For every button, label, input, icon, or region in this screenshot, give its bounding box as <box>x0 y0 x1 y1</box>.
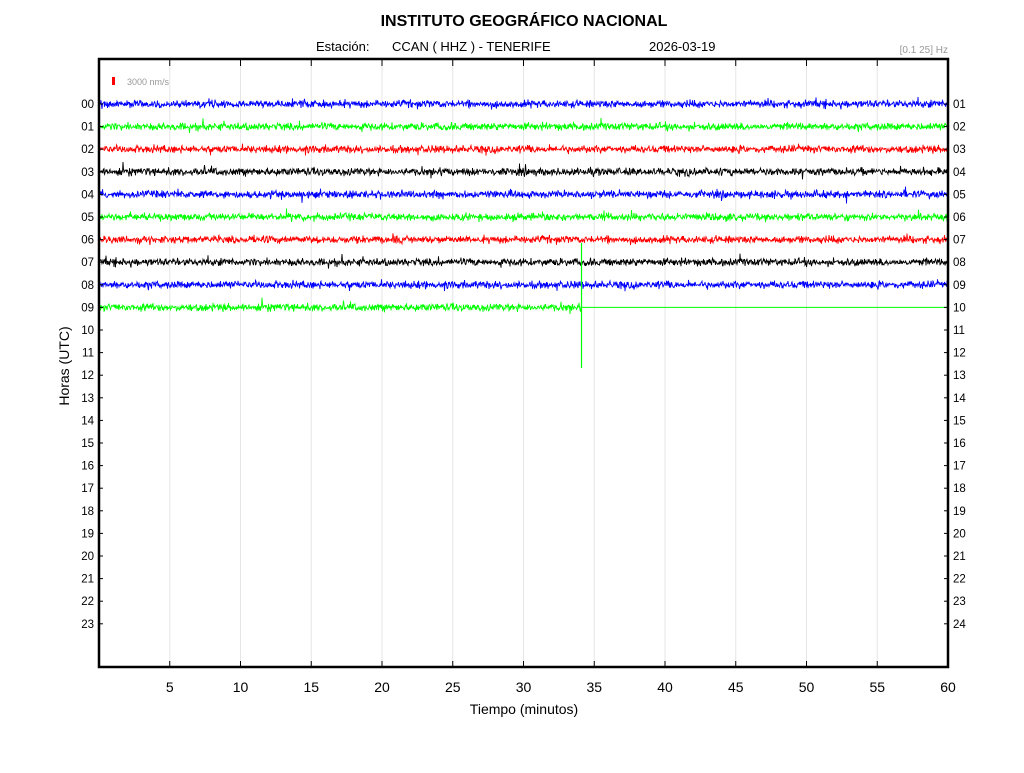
scale-bar <box>112 77 115 85</box>
y-tick-label-left: 04 <box>81 189 94 201</box>
y-tick-label-left: 01 <box>81 122 94 134</box>
y-tick-label-right: 04 <box>953 167 966 179</box>
trace-hour-01 <box>98 118 949 134</box>
x-axis: 5 10 15 20 25 30 35 40 45 50 55 60 <box>166 60 956 695</box>
y-tick-label-left: 22 <box>81 596 94 608</box>
y-axis-label: Horas (UTC) <box>56 326 72 405</box>
y-tick-label-right: 22 <box>953 574 966 586</box>
y-tick-label-right: 13 <box>953 370 966 382</box>
y-tick-label-left: 00 <box>81 99 94 111</box>
y-tick-label-right: 02 <box>953 122 966 134</box>
y-tick-label-left: 07 <box>81 257 94 269</box>
y-axis-right: 01 02 03 04 05 06 07 08 09 10 11 12 13 14 15 16 17 18 19 20… <box>944 99 966 631</box>
y-tick-label-left: 17 <box>81 483 94 495</box>
x-tick-label: 20 <box>374 679 390 695</box>
vertical-grid <box>169 61 878 666</box>
x-tick-label: 5 <box>166 679 174 695</box>
y-tick-label-right: 19 <box>953 506 966 518</box>
y-tick-label-left: 23 <box>81 619 94 631</box>
x-tick-label: 30 <box>516 679 532 695</box>
y-tick-label-left: 20 <box>81 551 94 563</box>
y-tick-label-left: 16 <box>81 461 94 473</box>
x-tick-label: 10 <box>233 679 249 695</box>
trace-hour-06 <box>98 233 949 246</box>
scale-label: 3000 nm/s <box>127 77 170 87</box>
y-tick-label-right: 11 <box>953 325 965 337</box>
y-tick-label-right: 06 <box>953 212 966 224</box>
x-axis-label: Tiempo (minutos) <box>470 701 578 717</box>
y-tick-label-right: 23 <box>953 596 966 608</box>
y-tick-label-left: 02 <box>81 144 94 156</box>
y-tick-label-right: 17 <box>953 461 966 473</box>
y-tick-label-left: 14 <box>81 415 94 427</box>
y-tick-label-right: 09 <box>953 280 966 292</box>
y-tick-label-right: 18 <box>953 483 966 495</box>
y-tick-label-left: 12 <box>81 370 94 382</box>
trace-hour-08 <box>98 278 949 292</box>
y-tick-label-right: 12 <box>953 348 966 360</box>
y-tick-label-right: 08 <box>953 257 966 269</box>
trace-hour-09 <box>98 297 582 315</box>
x-tick-label: 55 <box>869 679 885 695</box>
y-tick-label-left: 06 <box>81 235 94 247</box>
x-tick-label: 40 <box>657 679 673 695</box>
y-tick-label-right: 05 <box>953 189 966 201</box>
chart-title: INSTITUTO GEOGRÁFICO NACIONAL <box>381 11 668 30</box>
y-tick-label-left: 08 <box>81 280 94 292</box>
y-tick-label-right: 15 <box>953 415 966 427</box>
y-tick-label-left: 13 <box>81 393 94 405</box>
y-tick-label-left: 05 <box>81 212 94 224</box>
x-tick-label: 35 <box>586 679 602 695</box>
chart-date: 2026-03-19 <box>649 39 716 54</box>
y-tick-label-left: 03 <box>81 167 94 179</box>
y-tick-label-left: 10 <box>81 325 94 337</box>
y-tick-label-right: 24 <box>953 619 966 631</box>
trace-hour-03 <box>98 161 949 180</box>
y-tick-label-right: 07 <box>953 235 966 247</box>
y-tick-label-right: 21 <box>953 551 966 563</box>
trace-hour-02 <box>98 143 949 156</box>
station-label: Estación: <box>316 39 369 54</box>
x-tick-label: 15 <box>303 679 319 695</box>
y-tick-label-left: 19 <box>81 528 94 540</box>
y-tick-label-left: 09 <box>81 302 94 314</box>
y-tick-label-left: 11 <box>82 348 94 360</box>
y-tick-label-left: 15 <box>81 438 94 450</box>
trace-hour-00 <box>98 96 949 110</box>
y-tick-label-right: 16 <box>953 438 966 450</box>
x-tick-label: 50 <box>799 679 815 695</box>
y-tick-label-right: 01 <box>953 99 966 111</box>
x-tick-label: 25 <box>445 679 461 695</box>
y-tick-label-left: 18 <box>81 506 94 518</box>
y-tick-label-right: 14 <box>953 393 966 405</box>
seismic-traces <box>98 96 949 368</box>
x-tick-label: 45 <box>728 679 744 695</box>
y-tick-label-left: 21 <box>81 574 94 586</box>
filter-band: [0.1 25] Hz <box>900 45 948 56</box>
trace-hour-04 <box>98 186 949 204</box>
y-tick-label-right: 20 <box>953 528 966 540</box>
y-tick-label-right: 03 <box>953 144 966 156</box>
station-name: CCAN ( HHZ ) - TENERIFE <box>392 39 551 54</box>
trace-hour-07 <box>98 253 949 269</box>
x-tick-label: 60 <box>940 679 956 695</box>
y-axis-left: 00 01 02 03 04 05 06 07 08 09 10 11 12 13 14 15 16 17 18 19… <box>81 99 103 631</box>
y-tick-label-right: 10 <box>953 302 966 314</box>
trace-hour-05 <box>98 208 949 223</box>
